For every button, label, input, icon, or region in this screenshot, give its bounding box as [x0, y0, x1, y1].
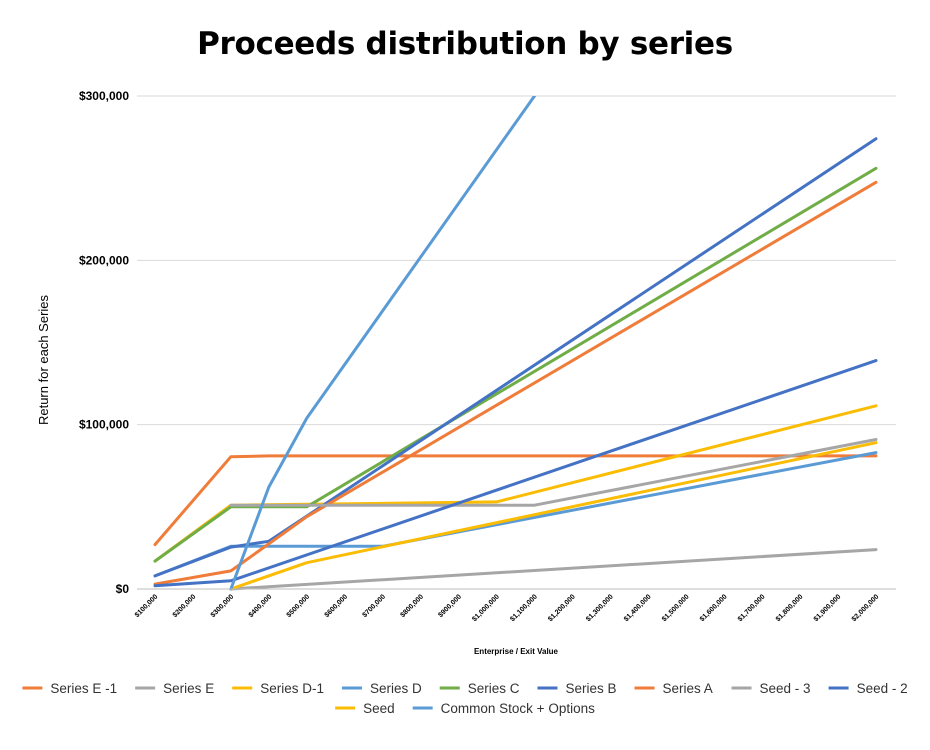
x-tick-label: $500,000: [286, 593, 312, 619]
series-line-1: [153, 454, 878, 547]
legend-label: Series E: [163, 681, 214, 696]
y-axis-ticks: $0 $100,000 $200,000 $300,000: [79, 89, 129, 596]
legend-label: Series A: [663, 681, 713, 696]
x-tick-label: $1,700,000: [737, 593, 767, 623]
x-tick-label: $400,000: [248, 593, 274, 619]
legend-label: Series E -1: [50, 681, 117, 696]
x-tick-label: $2,000,000: [851, 593, 881, 623]
x-tick-label: $1,600,000: [699, 593, 729, 623]
x-tick-label: $100,000: [134, 593, 160, 619]
series-line-7: [153, 180, 878, 586]
series-line-2: [229, 548, 878, 591]
x-tick-label: $1,200,000: [547, 593, 577, 623]
chart-title: Proceeds distribution by series: [197, 26, 733, 62]
x-tick-label: $1,100,000: [509, 593, 539, 623]
legend-label: Series C: [468, 681, 520, 696]
legend: Series E -1 Series E Series D-1 Series D Ser…: [22, 681, 908, 716]
x-tick-label: $1,000,000: [471, 593, 501, 623]
x-axis-ticks: $100,000 $200,000 $300,000 $400,000 $500,000…: [134, 593, 881, 623]
x-tick-label: $1,400,000: [623, 593, 653, 623]
series-line-5: [153, 166, 878, 563]
series-line-11: [229, 96, 536, 591]
x-axis-title: Enterprise / Exit Value: [474, 647, 559, 656]
x-tick-label: $1,800,000: [775, 593, 805, 623]
series-line-8: [229, 438, 878, 507]
legend-label: Seed: [363, 701, 395, 716]
legend-label: Series D-1: [260, 681, 324, 696]
x-tick-label: $300,000: [210, 593, 236, 619]
legend-label: Seed - 2: [857, 681, 908, 696]
series-line-9: [153, 359, 878, 588]
series-line-10: [229, 441, 878, 591]
x-tick-label: $1,300,000: [585, 593, 615, 623]
series-lines: [153, 96, 878, 591]
y-tick-label: $300,000: [79, 89, 129, 103]
x-tick-label: $700,000: [361, 593, 387, 619]
legend-label: Series B: [565, 681, 616, 696]
series-line-6: [153, 137, 878, 578]
y-tick-label: $200,000: [79, 253, 129, 267]
legend-label: Seed - 3: [760, 681, 811, 696]
x-tick-label: $800,000: [399, 593, 425, 619]
x-tick-label: $1,900,000: [813, 593, 843, 623]
x-tick-label: $600,000: [324, 593, 350, 619]
y-tick-label: $0: [116, 582, 130, 596]
x-tick-label: $200,000: [172, 593, 198, 619]
y-tick-label: $100,000: [79, 418, 129, 432]
gridlines: [137, 95, 896, 426]
x-tick-label: $1,500,000: [661, 593, 691, 623]
legend-label: Series D: [370, 681, 422, 696]
y-axis-title: Return for each Series: [36, 294, 51, 425]
x-tick-label: $900,000: [437, 593, 463, 619]
legend-label: Common Stock + Options: [441, 701, 595, 716]
